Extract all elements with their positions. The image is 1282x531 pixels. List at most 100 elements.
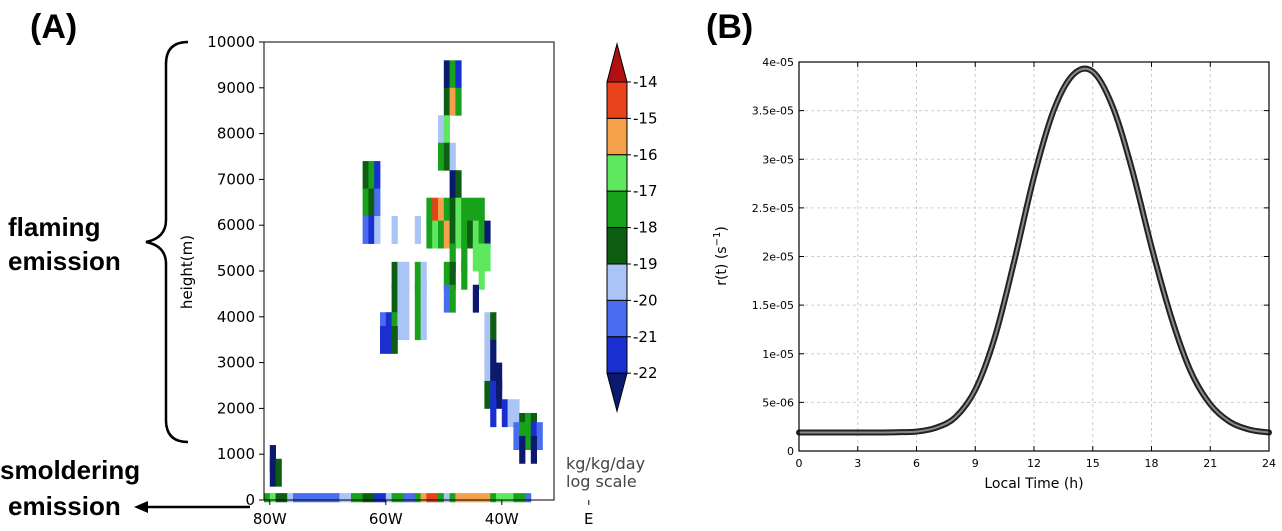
- x-tick-label: 60W: [369, 510, 403, 528]
- heatmap-cell: [525, 422, 532, 451]
- surface-emission-cell: [391, 493, 404, 503]
- heatmap-cell: [414, 216, 421, 244]
- y-tick-label: 4e-05: [762, 56, 794, 69]
- colorbar-unit-line1: kg/kg/day: [566, 454, 645, 473]
- heatmap-cell: [362, 216, 369, 244]
- y-tick-label: 9000: [217, 79, 255, 97]
- colorbar-top-triangle: [606, 42, 628, 83]
- x-tick-label: 3: [854, 457, 861, 470]
- heatmap-cell: [461, 197, 468, 226]
- y-tick-label: 1000: [217, 445, 255, 463]
- colorbar-segment: [606, 227, 628, 265]
- panel-a: (A) flaming emission smoldering emission…: [0, 8, 658, 528]
- panel-b: (B) 0 5e-06 1e-05 1.5e-05 2e-05 2.5e-05 3e-05 3…: [706, 8, 1276, 492]
- x-tick-label: 18: [1145, 457, 1159, 470]
- heatmap-cell: [484, 380, 491, 409]
- y-tick-label: 3000: [217, 354, 255, 372]
- colorbar-segment: [606, 336, 628, 374]
- surface-emission-cell: [293, 493, 340, 503]
- heatmap-cell: [397, 312, 404, 341]
- heatmap-cell: [443, 220, 450, 249]
- heatmap-cell: [443, 115, 450, 144]
- heatmap-cell: [490, 339, 497, 368]
- heatmap-cell: [362, 188, 369, 217]
- y-tick-label: 0: [245, 491, 255, 509]
- heatmap-cell: [438, 197, 445, 226]
- colorbar-bottom-triangle: [606, 372, 628, 414]
- panel-b-xlabel: Local Time (h): [984, 476, 1083, 492]
- heatmap-cell: [496, 362, 503, 391]
- colorbar-tick-label: -14: [633, 73, 658, 91]
- heatmap-cell: [472, 197, 479, 226]
- heatmap-cell: [496, 380, 503, 409]
- surface-emission-cell: [443, 493, 450, 503]
- panel-a-plot-frame: [263, 41, 555, 501]
- heatmap-cell: [438, 115, 445, 144]
- y-tick-label: 6000: [217, 216, 255, 234]
- y-tick-label: 3.5e-05: [752, 105, 794, 118]
- heatmap-cell: [414, 284, 421, 313]
- colorbar-tick-label: -15: [633, 109, 658, 127]
- heatmap-cell: [391, 284, 398, 313]
- x-tick-label: E: [584, 510, 593, 528]
- heatmap-cell: [374, 216, 381, 244]
- heatmap-cell: [501, 399, 508, 428]
- y-tick-label: 10000: [207, 33, 255, 51]
- heatmap-cell: [432, 220, 439, 249]
- heatmap-cell: [443, 87, 450, 116]
- heatmap-cell: [426, 197, 433, 226]
- panel-a-ylabel: height(m): [178, 235, 196, 309]
- heatmap-cell: [519, 435, 526, 464]
- heatmap-cell: [472, 220, 479, 249]
- colorbar-unit-line2: log scale: [566, 472, 637, 491]
- heatmap-cell: [449, 243, 456, 272]
- heatmap-cell: [362, 161, 369, 189]
- heatmap-cell: [455, 197, 462, 226]
- y-tick-label: 5e-06: [762, 396, 794, 409]
- x-tick-label: 6: [913, 457, 920, 470]
- y-tick-label: 2e-05: [762, 251, 794, 264]
- surface-emission-cell: [414, 493, 421, 503]
- panel-a-label: (A): [30, 8, 77, 46]
- panel-b-ylabel: r(t) (s−1): [712, 226, 730, 286]
- heatmap-cell: [403, 261, 410, 290]
- heatmap-cell: [478, 243, 485, 272]
- heatmap-cell: [507, 399, 514, 428]
- heatmap-cell: [490, 362, 497, 391]
- heatmap-cell: [432, 197, 439, 226]
- heatmap-cell: [484, 220, 491, 249]
- heatmap-cell: [484, 362, 491, 391]
- surface-emission-cell: [525, 493, 532, 503]
- heatmap-cell: [391, 261, 398, 290]
- surface-emission-cell: [403, 493, 416, 503]
- x-tick-label: 21: [1203, 457, 1217, 470]
- heatmap-cell: [478, 197, 485, 226]
- panel-b-ylabel-base: r(t) (s: [714, 246, 730, 285]
- x-tick-label: 80W: [253, 510, 287, 528]
- heatmap-cell: [443, 261, 450, 290]
- y-tick-label: 0: [787, 445, 794, 458]
- heatmap-cell: [443, 284, 450, 313]
- y-tick-label: 3e-05: [762, 153, 794, 166]
- surface-emission-cell: [490, 493, 497, 503]
- surface-emission-cell: [339, 493, 352, 503]
- surface-emission-cell: [385, 493, 392, 503]
- heatmap-cell: [449, 170, 456, 199]
- y-tick-label: 2000: [217, 399, 255, 417]
- panel-b-label: (B): [706, 8, 753, 46]
- y-tick-label: 1e-05: [762, 348, 794, 361]
- heatmap-cell: [455, 87, 462, 116]
- surface-emission-cell: [287, 493, 294, 503]
- heatmap-cell: [414, 312, 421, 341]
- heatmap-cell: [472, 243, 479, 272]
- rate-curve-highlight: [798, 67, 1270, 434]
- heatmap-cell: [490, 399, 497, 428]
- heatmap-cell: [449, 284, 456, 313]
- x-tick-label: 15: [1086, 457, 1100, 470]
- heatmap-cell: [368, 188, 375, 217]
- surface-emission-cell: [438, 493, 445, 503]
- x-tick-label: 9: [972, 457, 979, 470]
- heatmap-cell: [403, 312, 410, 341]
- heatmap-cell: [449, 220, 456, 249]
